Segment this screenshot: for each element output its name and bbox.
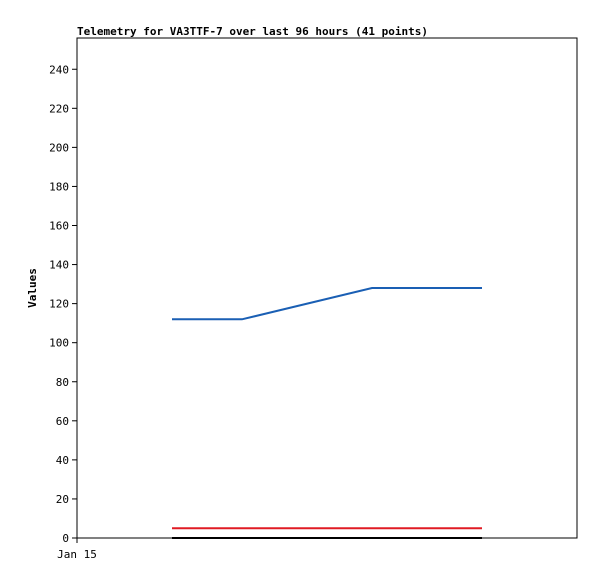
y-axis-ticks: 0 20 40 60 80 100 120 140 160 180 200 220 240 <box>49 63 77 545</box>
y-tick-label: 20 <box>56 493 69 506</box>
y-tick-label: 160 <box>49 220 69 233</box>
y-tick-label: 120 <box>49 298 69 311</box>
y-tick-label: 140 <box>49 259 69 272</box>
x-tick-label: Jan 15 <box>57 548 97 561</box>
y-tick-label: 240 <box>49 63 69 76</box>
x-axis-ticks: Jan 15 <box>57 538 97 561</box>
y-tick-label: 60 <box>56 415 69 428</box>
series-lines <box>172 287 482 539</box>
y-axis-title: Values <box>26 268 39 308</box>
plot-area <box>76 37 578 539</box>
y-tick-label: 80 <box>56 376 69 389</box>
y-tick-label: 100 <box>49 337 69 350</box>
y-tick-label: 40 <box>56 454 69 467</box>
chart-title: Telemetry for VA3TTF-7 over last 96 hour… <box>77 25 428 38</box>
y-tick-label: 200 <box>49 141 69 154</box>
series-line-1 <box>172 287 482 321</box>
y-tick-label: 0 <box>62 532 69 545</box>
y-tick-label: 220 <box>49 102 69 115</box>
y-tick-label: 180 <box>49 180 69 193</box>
